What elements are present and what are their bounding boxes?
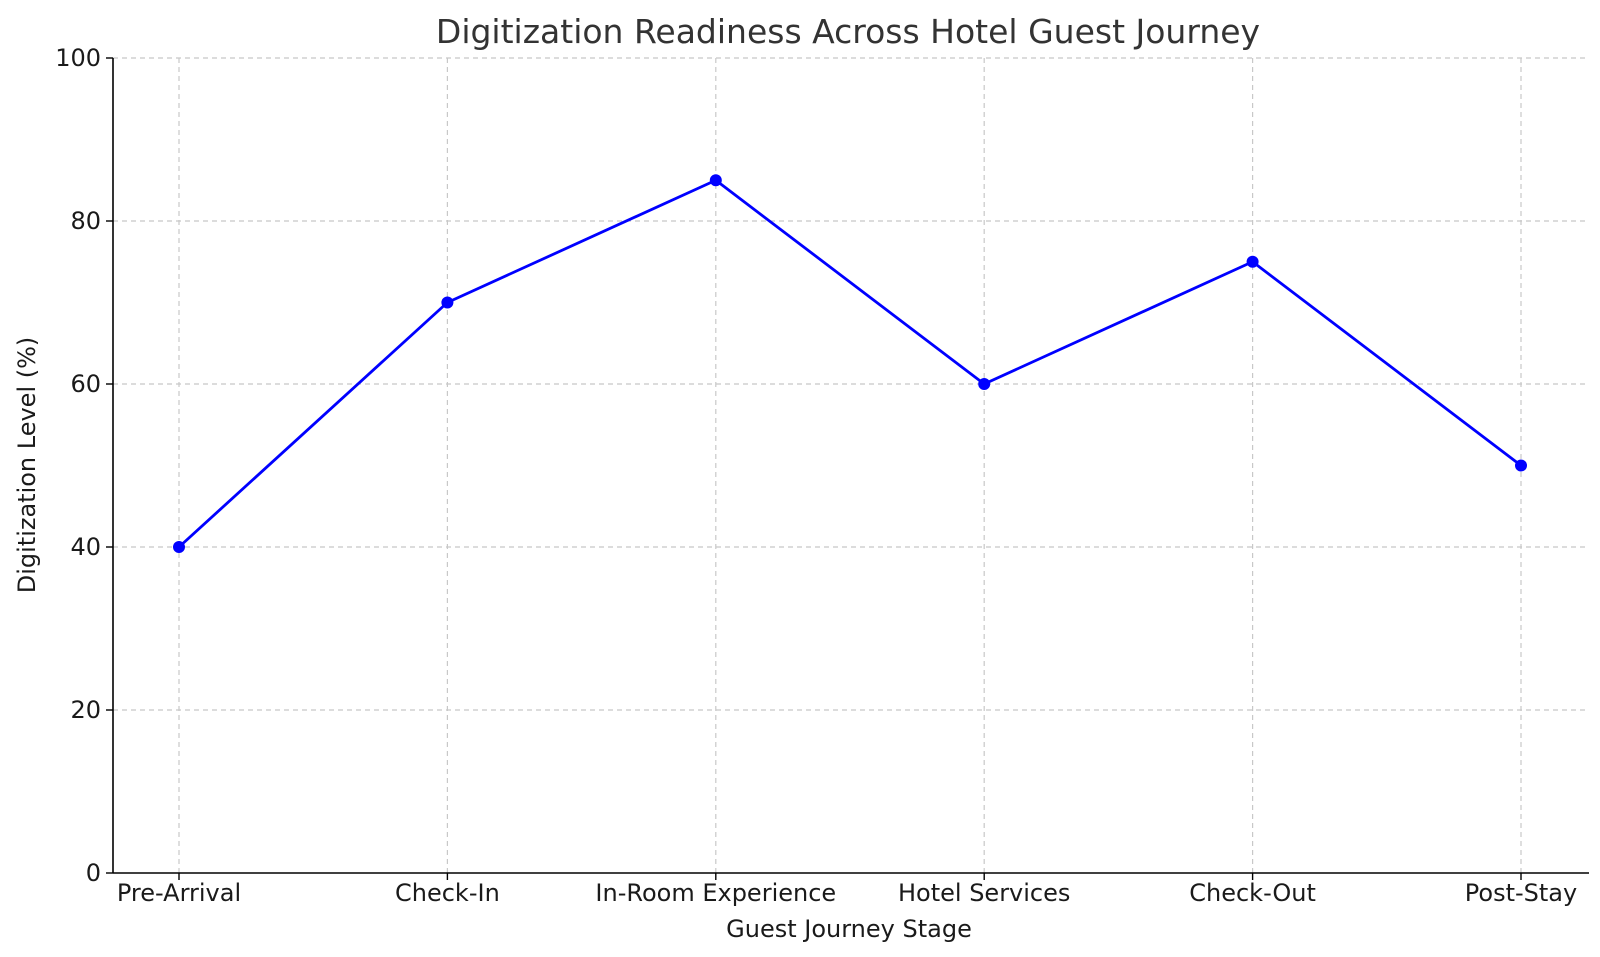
series-line-0 <box>178 178 1522 549</box>
y-axis-label: Digitization Level (%) <box>13 337 41 594</box>
y-tick-label-20: 20 <box>70 696 101 724</box>
data-point-0 <box>173 541 185 553</box>
ticks: 0 20 40 60 80 100 Pre-Arrival Check-In In-Room E… <box>55 44 1577 907</box>
data-point-4 <box>1246 255 1259 268</box>
x-tick-label-1: Check-In <box>395 879 500 907</box>
chart-title: Digitization Readiness Across Hotel Gues… <box>436 12 1260 51</box>
x-tick-label-0: Pre-Arrival <box>117 879 241 907</box>
y-tick-label-0: 0 <box>86 859 101 887</box>
data-point-5 <box>1515 459 1527 472</box>
y-tick-label-40: 40 <box>70 533 101 561</box>
axes <box>112 58 1589 874</box>
series <box>173 174 1527 553</box>
y-tick-label-60: 60 <box>70 370 101 398</box>
y-tick-label-100: 100 <box>55 44 101 72</box>
x-tick-label-5: Post-Stay <box>1465 879 1577 907</box>
y-tick-label-80: 80 <box>70 207 101 235</box>
data-point-3 <box>978 378 991 390</box>
data-point-1 <box>441 296 454 309</box>
data-point-2 <box>709 174 722 187</box>
x-tick-label-3: Hotel Services <box>898 879 1070 907</box>
x-tick-label-2: In-Room Experience <box>595 879 836 907</box>
grid <box>113 57 1589 873</box>
x-tick-label-4: Check-Out <box>1189 879 1316 907</box>
x-axis-label: Guest Journey Stage <box>726 915 972 943</box>
